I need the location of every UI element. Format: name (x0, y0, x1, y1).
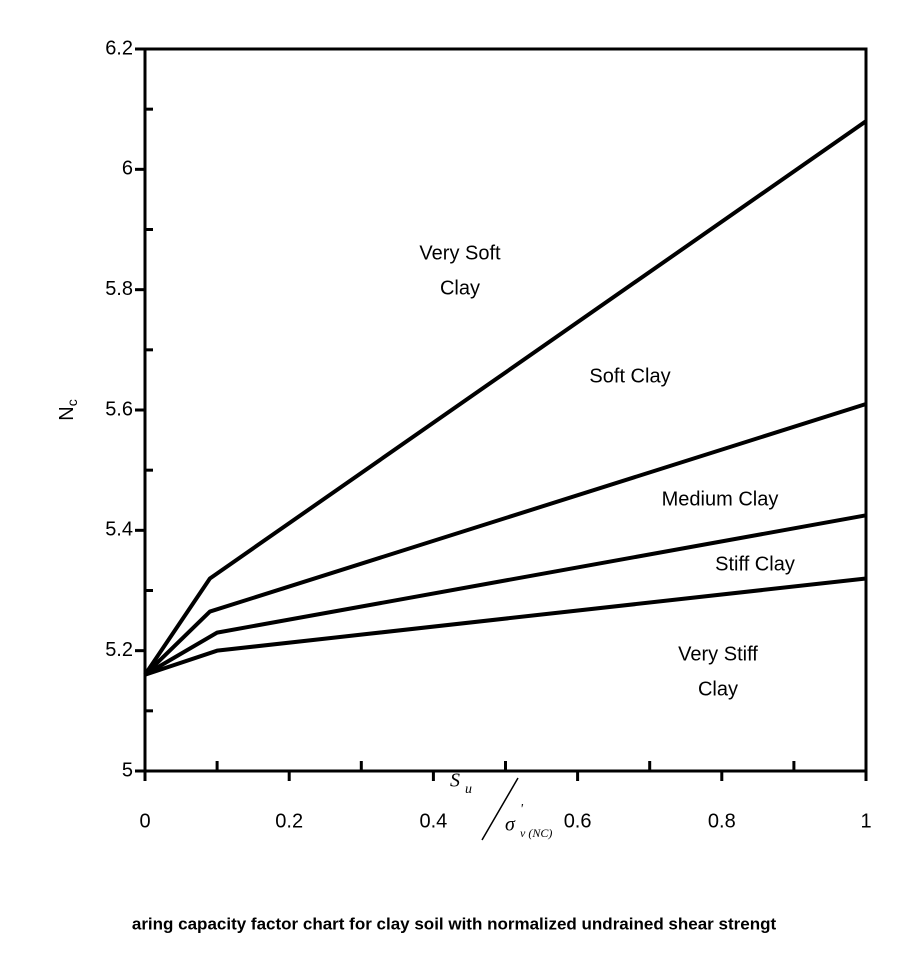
x-tick-label: 0 (139, 810, 150, 832)
x-label-slash (481, 777, 519, 841)
caption: aring capacity factor chart for clay soi… (132, 914, 777, 933)
plot-frame (143, 47, 868, 773)
y-tick-label: 5.2 (105, 639, 133, 661)
x-tick-label: 0.6 (564, 810, 592, 832)
region-label: Very Soft (419, 242, 501, 264)
y-tick-label: 6.2 (105, 37, 133, 59)
x-label-denominator: σ (505, 814, 516, 836)
region-label: Clay (440, 277, 480, 299)
region-label: Clay (698, 678, 738, 700)
x-label-numerator-sub: u (465, 782, 472, 797)
y-tick-label: 6 (122, 158, 133, 180)
region-label: Soft Clay (589, 365, 670, 387)
region-label: Very Stiff (678, 643, 758, 665)
y-tick-label: 5 (122, 759, 133, 781)
region-label: Medium Clay (662, 488, 779, 510)
y-tick-label: 5.4 (105, 519, 133, 541)
y-axis-label-sub: c (64, 399, 80, 406)
line (143, 402, 867, 677)
x-tick-label: 0.8 (708, 810, 736, 832)
line (143, 119, 868, 676)
y-axis-label-main: N (56, 406, 78, 420)
x-tick-label: 0.2 (275, 810, 303, 832)
x-tick-label: 0.4 (419, 810, 447, 832)
region-label: Stiff Clay (715, 553, 795, 575)
x-label-denominator-sup: ' (520, 802, 524, 817)
line (143, 513, 867, 677)
y-tick-label: 5.6 (105, 398, 133, 420)
x-label-denominator-sub: v (NC) (520, 826, 552, 840)
x-label-numerator: S (450, 770, 460, 792)
y-axis-label: Nc (56, 399, 79, 420)
line (144, 576, 867, 677)
y-tick-label: 5.8 (105, 278, 133, 300)
x-tick-label: 1 (860, 810, 871, 832)
